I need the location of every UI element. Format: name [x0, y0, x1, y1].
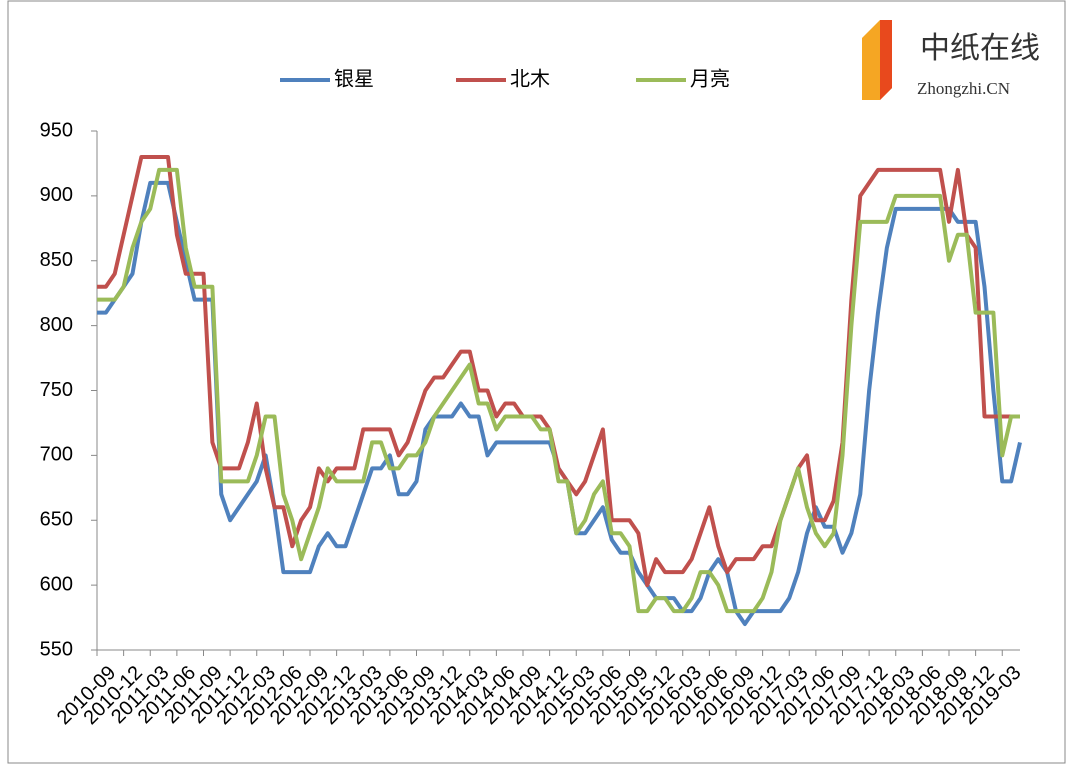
- chart-frame: [7, 0, 1066, 764]
- legend-label: 月亮: [690, 67, 730, 90]
- y-tick-label: 900: [40, 184, 73, 206]
- series-line: [97, 154, 1020, 588]
- logo-mark-side: [880, 20, 892, 100]
- legend-label: 北木: [510, 67, 550, 90]
- legend-label: 银星: [334, 67, 374, 90]
- y-tick-label: 600: [40, 573, 73, 595]
- logo-en: Zhongzhi.CN: [917, 79, 1010, 98]
- y-tick-label: 550: [40, 638, 73, 660]
- y-tick-label: 700: [40, 444, 73, 466]
- y-tick-label: 850: [40, 249, 73, 271]
- y-tick-label: 750: [40, 379, 73, 401]
- y-tick-label: 800: [40, 314, 73, 336]
- logo-cn: 中纸在线: [920, 31, 1040, 66]
- series-line: [97, 167, 1020, 614]
- logo: 中纸在线 Zhongzhi.CN: [862, 20, 1040, 100]
- y-tick-label: 950: [40, 119, 73, 141]
- y-tick-label: 650: [40, 509, 73, 531]
